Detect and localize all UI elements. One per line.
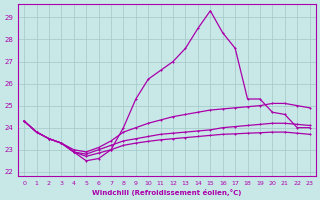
X-axis label: Windchill (Refroidissement éolien,°C): Windchill (Refroidissement éolien,°C) xyxy=(92,189,242,196)
